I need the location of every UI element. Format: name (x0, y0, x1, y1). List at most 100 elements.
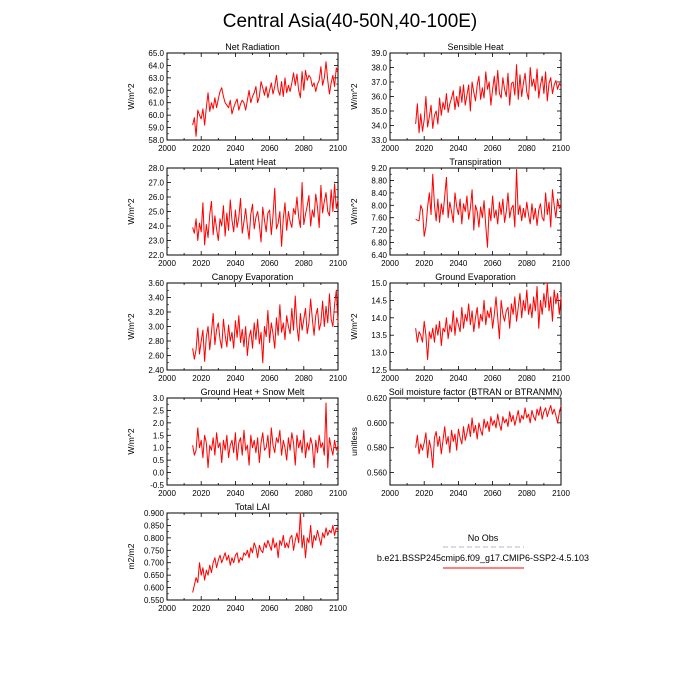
y-tick-label: 7.60 (371, 214, 387, 223)
y-tick-label: 64.0 (148, 61, 164, 70)
panel-title: Net Radiation (225, 42, 280, 52)
panel-0: Net Radiation 2000 2020 2040 2060 2080 2100 58.… (126, 42, 347, 153)
y-tick-label: 37.0 (371, 78, 387, 87)
y-tick-label: -0.5 (150, 481, 164, 490)
y-axis-label: W/m^2 (126, 313, 136, 339)
x-tick-label: 2020 (192, 604, 210, 613)
x-tick-label: 2020 (192, 259, 210, 268)
y-tick-label: 8.00 (371, 201, 387, 210)
y-tick-label: 14.0 (371, 314, 387, 323)
x-tick-label: 2020 (415, 144, 433, 153)
y-tick-label: 36.0 (371, 93, 387, 102)
x-tick-label: 2080 (518, 144, 536, 153)
y-axis-label: W/m^2 (349, 83, 359, 109)
panel-title: Transpiration (449, 157, 501, 167)
y-tick-label: 61.0 (148, 99, 164, 108)
y-tick-label: 58.0 (148, 136, 164, 145)
y-tick-label: 13.0 (371, 349, 387, 358)
panel-3: Transpiration 2000 2020 2040 2060 2080 2100 6.4… (349, 157, 570, 268)
y-tick-label: 34.0 (371, 122, 387, 131)
x-tick-label: 2060 (484, 144, 502, 153)
x-tick-label: 2100 (552, 489, 570, 498)
x-tick-label: 2000 (158, 259, 176, 268)
y-tick-label: 25.0 (148, 208, 164, 217)
x-tick-label: 2080 (295, 144, 313, 153)
y-tick-label: 38.0 (371, 64, 387, 73)
y-axis-label: W/m^2 (349, 313, 359, 339)
y-tick-label: 9.20 (371, 164, 387, 173)
y-tick-label: 14.5 (371, 296, 387, 305)
y-axis-label: unitless (349, 427, 359, 456)
y-tick-label: 0.900 (144, 509, 165, 518)
y-tick-label: 0.550 (144, 596, 165, 605)
x-tick-label: 2000 (381, 144, 399, 153)
y-axis-label: W/m^2 (126, 198, 136, 224)
y-tick-label: 0.580 (367, 444, 388, 453)
panel-8: Total LAI 2000 2020 2040 2060 2080 2100 0.550 0.… (126, 502, 347, 613)
panel-title: Ground Evaporation (435, 272, 516, 282)
y-tick-label: 12.5 (371, 366, 387, 375)
y-tick-label: 6.40 (371, 251, 387, 260)
y-tick-label: 3.40 (148, 294, 164, 303)
x-tick-label: 2020 (415, 374, 433, 383)
x-tick-label: 2040 (450, 489, 468, 498)
y-tick-label: 0.5 (153, 456, 165, 465)
y-tick-label: 2.40 (148, 366, 164, 375)
series-line-0 (415, 169, 562, 248)
y-tick-label: 0.600 (144, 584, 165, 593)
x-tick-label: 2020 (415, 489, 433, 498)
y-axis-label: W/m^2 (126, 428, 136, 454)
y-tick-label: 0.850 (144, 521, 165, 530)
x-tick-label: 2060 (484, 374, 502, 383)
x-tick-label: 2020 (192, 374, 210, 383)
y-tick-label: 3.60 (148, 279, 164, 288)
series-line-0 (192, 512, 339, 593)
legend: No Obs b.e21.BSSP245cmip6.f09_g17.CMIP6-… (377, 533, 589, 569)
y-axis-label: W/m^2 (349, 198, 359, 224)
y-axis-label: m2/m2 (126, 543, 136, 569)
series-line-0 (192, 289, 339, 364)
x-tick-label: 2000 (381, 489, 399, 498)
plot-frame (389, 282, 562, 371)
x-tick-label: 2020 (192, 144, 210, 153)
plot-frame (166, 282, 339, 371)
y-tick-label: 0.620 (367, 394, 388, 403)
y-tick-label: 6.80 (371, 239, 387, 248)
y-tick-label: 3.0 (153, 394, 165, 403)
panel-6: Ground Heat + Snow Melt 2000 2020 2040 2060 2… (126, 387, 347, 498)
y-tick-label: 28.0 (148, 164, 164, 173)
x-tick-label: 2000 (381, 259, 399, 268)
x-tick-label: 2100 (329, 144, 347, 153)
x-tick-label: 2080 (295, 259, 313, 268)
x-tick-label: 2040 (450, 259, 468, 268)
y-tick-label: 8.80 (371, 176, 387, 185)
x-tick-label: 2000 (158, 374, 176, 383)
figure-title: Central Asia(40-50N,40-100E) (223, 11, 478, 32)
x-tick-label: 2000 (381, 374, 399, 383)
x-tick-label: 2080 (518, 489, 536, 498)
legend-model-label: b.e21.BSSP245cmip6.f09_g17.CMIP6-SSP2-4.… (377, 553, 589, 563)
x-tick-label: 2060 (261, 144, 279, 153)
y-tick-label: 13.5 (371, 331, 387, 340)
y-tick-label: 1.0 (153, 444, 165, 453)
y-tick-label: 26.0 (148, 193, 164, 202)
y-tick-label: 0.600 (367, 419, 388, 428)
y-tick-label: 0.800 (144, 534, 165, 543)
series-line-0 (192, 61, 339, 137)
x-tick-label: 2040 (227, 144, 245, 153)
y-tick-label: 33.0 (371, 136, 387, 145)
x-tick-label: 2020 (415, 259, 433, 268)
legend-obs-label: No Obs (468, 533, 499, 543)
y-tick-label: 0.700 (144, 559, 165, 568)
x-tick-label: 2100 (329, 374, 347, 383)
y-tick-label: 22.0 (148, 251, 164, 260)
x-tick-label: 2100 (552, 144, 570, 153)
y-tick-label: 2.80 (148, 337, 164, 346)
panel-2: Latent Heat 2000 2020 2040 2060 2080 2100 22.0 2… (126, 157, 347, 268)
x-tick-label: 2100 (329, 604, 347, 613)
y-tick-label: 23.0 (148, 237, 164, 246)
plot-frame (166, 512, 339, 601)
x-tick-label: 2060 (261, 259, 279, 268)
y-tick-label: 65.0 (148, 49, 164, 58)
panel-5: Ground Evaporation 2000 2020 2040 2060 2080 21… (349, 272, 570, 383)
